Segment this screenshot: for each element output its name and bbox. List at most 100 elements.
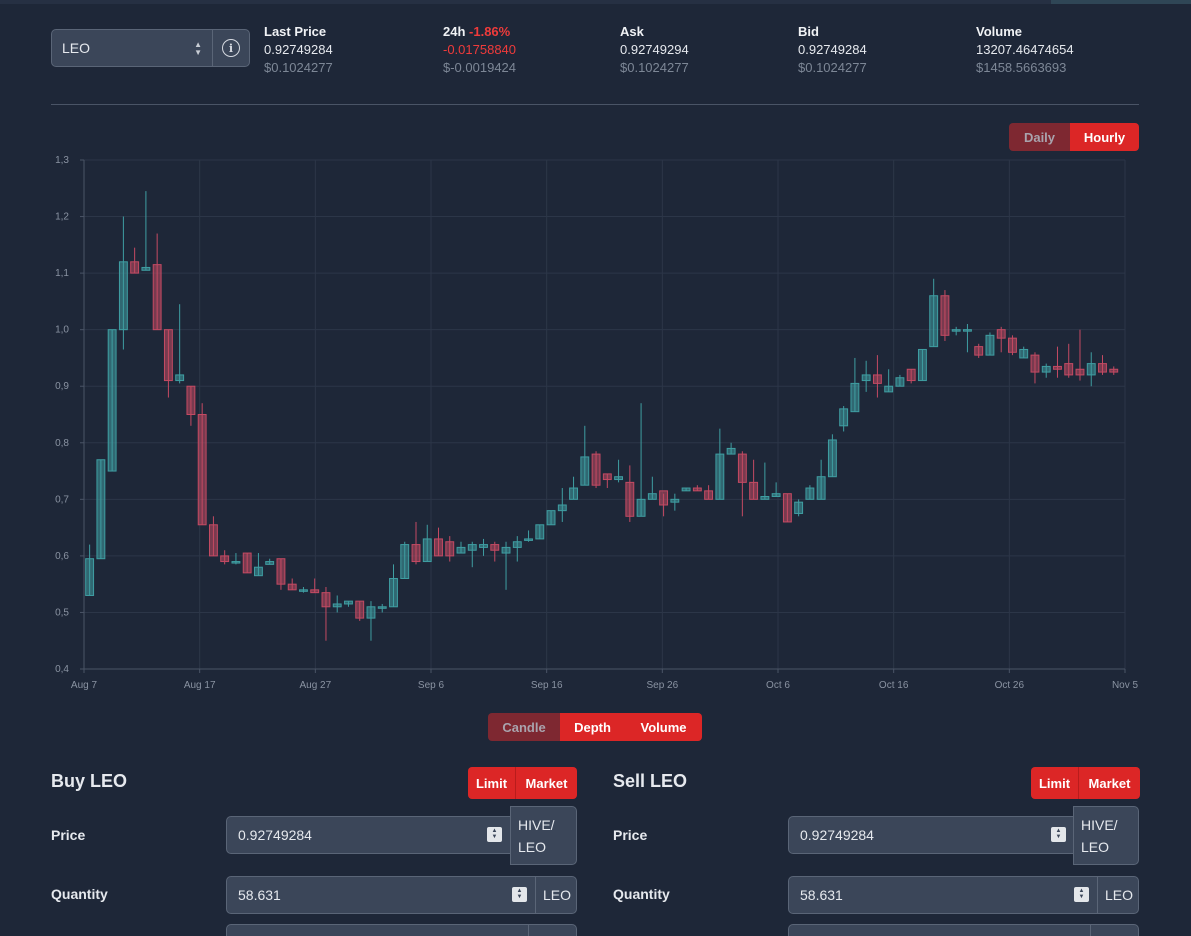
price-chart[interactable]: 0,4 0,5 0,6 0,7 0,8 0,9 1,0 1,1 1,2 1,3 Aug 7 Aug 1… bbox=[0, 150, 1191, 695]
candle-body bbox=[85, 558, 95, 596]
candle-body bbox=[670, 498, 680, 503]
candle-body bbox=[940, 295, 950, 336]
candle-body bbox=[636, 498, 646, 517]
candle-body bbox=[197, 414, 207, 526]
sell-quantity-input[interactable]: 58.631 ▲ ▼ bbox=[788, 876, 1098, 914]
candle-body bbox=[141, 266, 151, 271]
x-tick-label: Oct 26 bbox=[995, 680, 1025, 691]
candle-button[interactable]: Candle bbox=[488, 713, 560, 741]
buy-price-input[interactable]: 0.92749284 ▲ ▼ bbox=[226, 816, 511, 854]
candle-body bbox=[872, 374, 882, 384]
candle-body bbox=[569, 487, 578, 500]
y-tick-label: 0,5 bbox=[55, 607, 69, 618]
candle-body bbox=[850, 382, 860, 413]
select-arrows-icon: ▲ ▼ bbox=[194, 40, 202, 57]
candle-body bbox=[625, 481, 635, 517]
candle-body bbox=[310, 589, 320, 594]
candle-body bbox=[152, 264, 162, 331]
candle-body bbox=[186, 385, 196, 416]
stat-24h: 24h -1.86% -0.01758840 $-0.0019424 bbox=[443, 23, 516, 77]
hourly-button[interactable]: Hourly bbox=[1070, 123, 1139, 151]
sell-market-button[interactable]: Market bbox=[1079, 767, 1140, 799]
candle-body bbox=[220, 555, 230, 563]
depth-button[interactable]: Depth bbox=[560, 713, 625, 741]
candle-body bbox=[265, 561, 275, 565]
buy-price-label: Price bbox=[51, 827, 86, 843]
candle-body bbox=[1064, 363, 1074, 376]
sell-price-input[interactable]: 0.92749284 ▲ ▼ bbox=[788, 816, 1075, 854]
candle-body bbox=[805, 487, 815, 500]
header-divider bbox=[51, 104, 1139, 105]
candle-body bbox=[591, 453, 601, 486]
x-tick-label: Aug 27 bbox=[299, 680, 331, 691]
buy-limit-button[interactable]: Limit bbox=[468, 767, 516, 799]
stat-label: Last Price bbox=[264, 24, 327, 39]
candle-body bbox=[1086, 363, 1096, 376]
candle-body bbox=[175, 374, 185, 382]
candle-body bbox=[726, 447, 736, 455]
stat-usd: $-0.0019424 bbox=[443, 60, 517, 75]
candle-body bbox=[118, 261, 128, 331]
candle-body bbox=[704, 490, 714, 500]
token-select-box[interactable]: LEO ▲ ▼ bbox=[52, 30, 212, 66]
x-tick-label: Aug 17 bbox=[184, 680, 216, 691]
buy-price-value: 0.92749284 bbox=[238, 827, 312, 843]
candle-body bbox=[96, 459, 106, 560]
candle-body bbox=[929, 295, 939, 348]
candle-body bbox=[253, 566, 263, 577]
top-bar-accent bbox=[1051, 0, 1191, 4]
buy-quantity-input[interactable]: 58.631 ▲ ▼ bbox=[226, 876, 536, 914]
sell-total-input[interactable] bbox=[788, 924, 1098, 936]
volume-button[interactable]: Volume bbox=[625, 713, 702, 741]
candle-body bbox=[377, 606, 387, 609]
x-tick-label: Aug 7 bbox=[71, 680, 98, 691]
sell-price-unit: HIVE/ LEO bbox=[1073, 806, 1139, 865]
sell-limit-button[interactable]: Limit bbox=[1031, 767, 1079, 799]
chart-view-toggle: Candle Depth Volume bbox=[488, 713, 702, 741]
stepper-icon[interactable]: ▲ ▼ bbox=[487, 827, 502, 842]
x-tick-label: Sep 6 bbox=[418, 680, 445, 691]
sell-quantity-label: Quantity bbox=[613, 886, 670, 902]
candle-body bbox=[715, 453, 725, 500]
daily-button[interactable]: Daily bbox=[1009, 123, 1070, 151]
sell-total-unit bbox=[1090, 924, 1139, 936]
token-selector[interactable]: LEO ▲ ▼ i bbox=[51, 29, 250, 67]
candle-body bbox=[422, 538, 432, 563]
candle-body bbox=[467, 544, 477, 551]
buy-price-unit: HIVE/ LEO bbox=[510, 806, 577, 865]
buy-market-button[interactable]: Market bbox=[516, 767, 577, 799]
candle-body bbox=[602, 473, 612, 481]
candle-body bbox=[130, 261, 140, 274]
top-bar bbox=[0, 0, 1191, 4]
candle-body bbox=[692, 487, 702, 492]
candle-body bbox=[884, 385, 894, 393]
candle-body bbox=[287, 583, 297, 591]
candle-body bbox=[1053, 365, 1062, 370]
stat-last-price: Last Price 0.92749284 $0.1024277 bbox=[264, 23, 333, 77]
buy-quantity-label: Quantity bbox=[51, 886, 108, 902]
stepper-icon[interactable]: ▲ ▼ bbox=[1074, 887, 1089, 902]
stat-usd: $1458.5663693 bbox=[976, 60, 1067, 75]
stepper-icon[interactable]: ▲ ▼ bbox=[1051, 827, 1066, 842]
candle-body bbox=[276, 558, 286, 585]
candle-body bbox=[456, 546, 466, 554]
candle-body bbox=[917, 348, 927, 382]
token-info-button[interactable]: i bbox=[212, 30, 249, 66]
stat-value: 0.92749294 bbox=[620, 42, 689, 57]
candle-body bbox=[895, 377, 905, 387]
x-tick-label: Nov 5 bbox=[1112, 680, 1139, 691]
candle-body bbox=[771, 493, 781, 498]
token-select-value: LEO bbox=[62, 40, 91, 56]
candle-body bbox=[479, 544, 488, 548]
buy-total-input[interactable] bbox=[226, 924, 536, 936]
y-tick-label: 0,7 bbox=[55, 494, 69, 505]
candle-body bbox=[1041, 365, 1051, 373]
stat-value: 0.92749284 bbox=[798, 42, 867, 57]
candle-body bbox=[1075, 368, 1085, 376]
stat-volume: Volume 13207.46474654 $1458.5663693 bbox=[976, 23, 1074, 77]
stat-value: 0.92749284 bbox=[264, 42, 333, 57]
candle-body bbox=[985, 334, 995, 356]
candle-body bbox=[681, 487, 691, 492]
stepper-icon[interactable]: ▲ ▼ bbox=[512, 887, 527, 902]
y-tick-label: 0,4 bbox=[55, 664, 69, 675]
